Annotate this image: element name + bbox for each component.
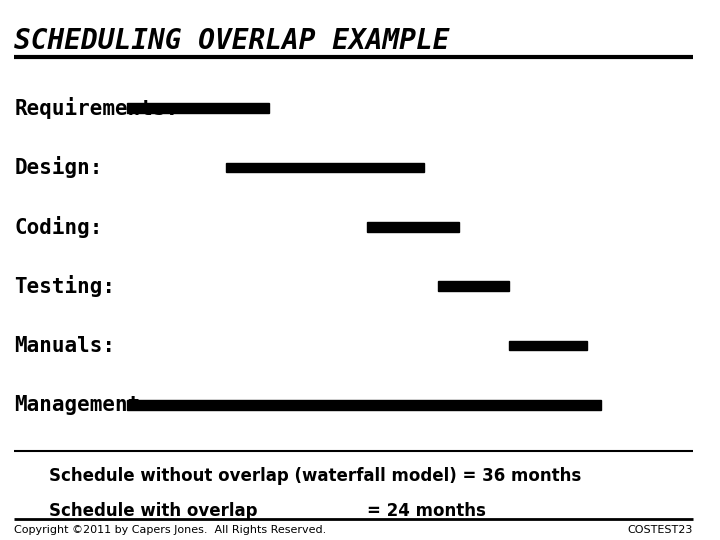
Text: Schedule without overlap (waterfall model) = 36 months: Schedule without overlap (waterfall mode… — [50, 467, 582, 485]
Text: Requirements:: Requirements: — [14, 97, 179, 119]
FancyBboxPatch shape — [226, 163, 424, 172]
Text: Design:: Design: — [14, 157, 102, 178]
FancyBboxPatch shape — [127, 103, 269, 113]
Text: COSTEST23: COSTEST23 — [627, 525, 693, 535]
Text: Testing:: Testing: — [14, 275, 115, 297]
Text: Manuals:: Manuals: — [14, 335, 115, 356]
Text: Management:: Management: — [14, 395, 153, 415]
FancyBboxPatch shape — [367, 222, 459, 232]
Text: = 24 months: = 24 months — [367, 502, 486, 520]
Text: SCHEDULING OVERLAP EXAMPLE: SCHEDULING OVERLAP EXAMPLE — [14, 27, 449, 55]
Text: Coding:: Coding: — [14, 216, 102, 238]
FancyBboxPatch shape — [438, 281, 509, 291]
Text: Schedule with overlap: Schedule with overlap — [50, 502, 258, 520]
FancyBboxPatch shape — [127, 400, 600, 410]
FancyBboxPatch shape — [509, 341, 587, 350]
Text: Copyright ©2011 by Capers Jones.  All Rights Reserved.: Copyright ©2011 by Capers Jones. All Rig… — [14, 525, 326, 535]
